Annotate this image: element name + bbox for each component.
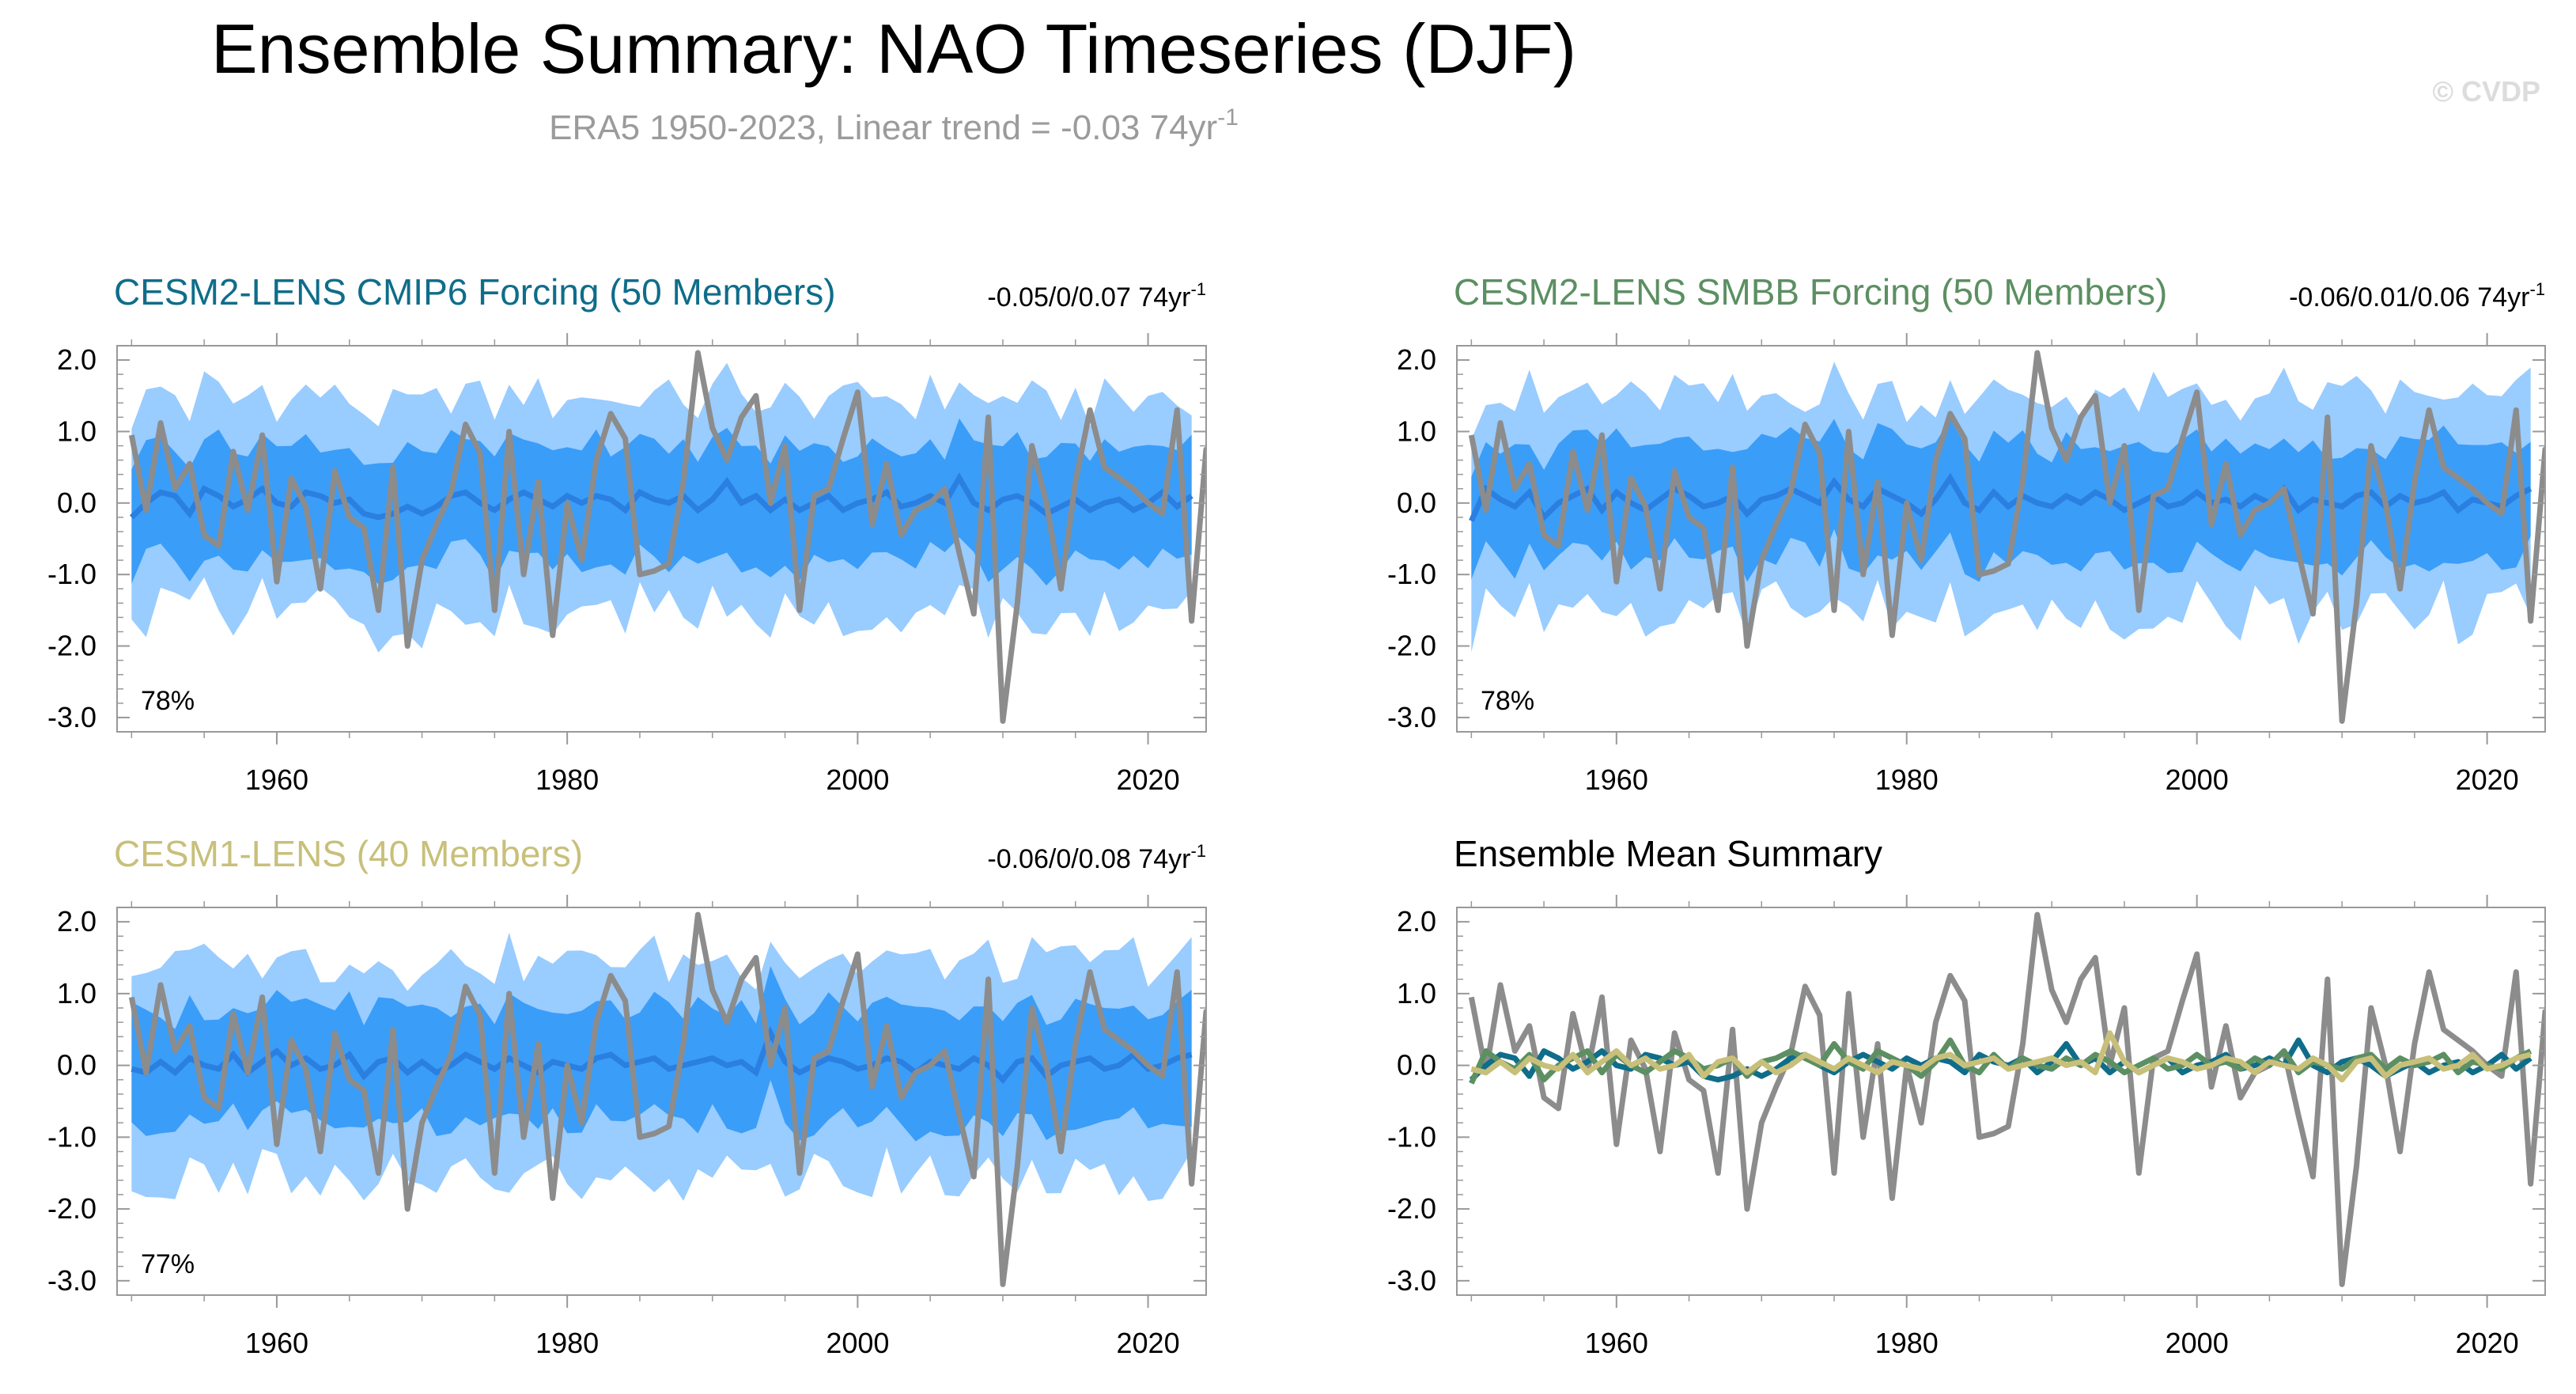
y-tick-label: -3.0 [47,1264,96,1297]
y-tick-label: 2.0 [57,905,96,938]
x-tick-label: 1980 [1875,763,1939,796]
y-tick-label: 1.0 [1397,977,1436,1010]
obs-line [128,911,1206,1287]
chart-panel-summary: Ensemble Mean Summary 2.0 1.0 0.0 -1.0 -2.0 -3… [1387,833,2546,1359]
watermark: © CVDP [2432,75,2540,108]
plot-frame [1456,907,2546,1296]
panel-trend: -0.06/0/0.08 74yr-1 [987,841,1206,874]
panel-title: CESM2-LENS SMBB Forcing (50 Members) [1454,271,2167,313]
plot-frame [116,907,1207,1296]
ensemble-mean-line [129,472,1193,521]
y-tick-label: 0.0 [57,487,96,519]
panel-trend: -0.06/0.01/0.06 74yr-1 [2289,279,2545,313]
y-tick-label: -3.0 [1387,1264,1436,1297]
panel-title: CESM2-LENS CMIP6 Forcing (50 Members) [114,271,836,313]
y-tick-label: 1.0 [57,977,96,1010]
obs-line [1468,911,2545,1287]
y-tick-label: 1.0 [57,415,96,447]
chart-panel-cesm1: CESM1-LENS (40 Members) -0.06/0/0.08 74yr… [47,833,1207,1359]
figure-subtitle: ERA5 1950-2023, Linear trend = -0.03 74y… [549,104,1239,147]
y-tick-label: -1.0 [1387,558,1436,590]
x-tick-label: 2020 [1117,1327,1180,1359]
y-tick-label: -3.0 [1387,701,1436,733]
y-tick-label: -2.0 [47,1192,96,1225]
panel-trend: -0.05/0/0.07 74yr-1 [987,279,1206,313]
chart-panel-smbb: CESM2-LENS SMBB Forcing (50 Members) -0.0… [1387,271,2546,796]
plot-frame [116,345,1207,733]
x-tick-label: 1960 [245,1327,308,1359]
obs-line [128,350,1206,724]
plot-frame [1456,345,2546,733]
panel-title: Ensemble Mean Summary [1454,833,1882,874]
y-tick-label: -2.0 [1387,630,1436,662]
x-tick-label: 2000 [826,1327,889,1359]
plot-area [1468,350,2545,724]
plot-area [1468,911,2545,1287]
ensemble-mean-line [131,1026,1193,1084]
plot-area [128,911,1206,1287]
y-tick-label: -3.0 [47,701,96,733]
obs-line [1468,350,2545,724]
y-tick-label: 2.0 [1397,343,1436,376]
percent-label: 78% [1481,686,1534,716]
x-tick-label: 2000 [826,763,889,796]
y-tick-label: -1.0 [1387,1120,1436,1153]
x-tick-label: 1980 [535,1327,599,1359]
x-tick-label: 2020 [2456,763,2519,796]
y-tick-label: 1.0 [1397,415,1436,447]
y-tick-label: 2.0 [57,343,96,376]
percent-label: 77% [141,1249,195,1279]
y-tick-label: 0.0 [1397,487,1436,519]
percent-label: 78% [141,686,195,716]
x-tick-label: 1960 [1585,1327,1648,1359]
x-tick-label: 1980 [1875,1327,1939,1359]
x-tick-label: 1960 [1585,763,1648,796]
y-tick-label: -1.0 [47,558,96,590]
y-tick-label: -2.0 [1387,1192,1436,1225]
y-tick-label: 0.0 [57,1049,96,1081]
cesm1-mean-line [1470,1030,2532,1083]
panel-title: CESM1-LENS (40 Members) [114,833,583,874]
y-tick-label: -1.0 [47,1120,96,1153]
x-tick-label: 2020 [2456,1327,2519,1359]
x-tick-label: 2000 [2166,1327,2229,1359]
x-tick-label: 1980 [535,763,599,796]
figure-title: Ensemble Summary: NAO Timeseries (DJF) [211,9,1576,88]
y-tick-label: -2.0 [47,630,96,662]
y-tick-label: 0.0 [1397,1049,1436,1081]
y-tick-label: 2.0 [1397,905,1436,938]
plot-area [128,350,1206,724]
x-tick-label: 1960 [245,763,308,796]
x-tick-label: 2000 [2166,763,2229,796]
chart-panel-cmip6: CESM2-LENS CMIP6 Forcing (50 Members) -0.… [47,271,1207,796]
x-tick-label: 2020 [1117,763,1180,796]
